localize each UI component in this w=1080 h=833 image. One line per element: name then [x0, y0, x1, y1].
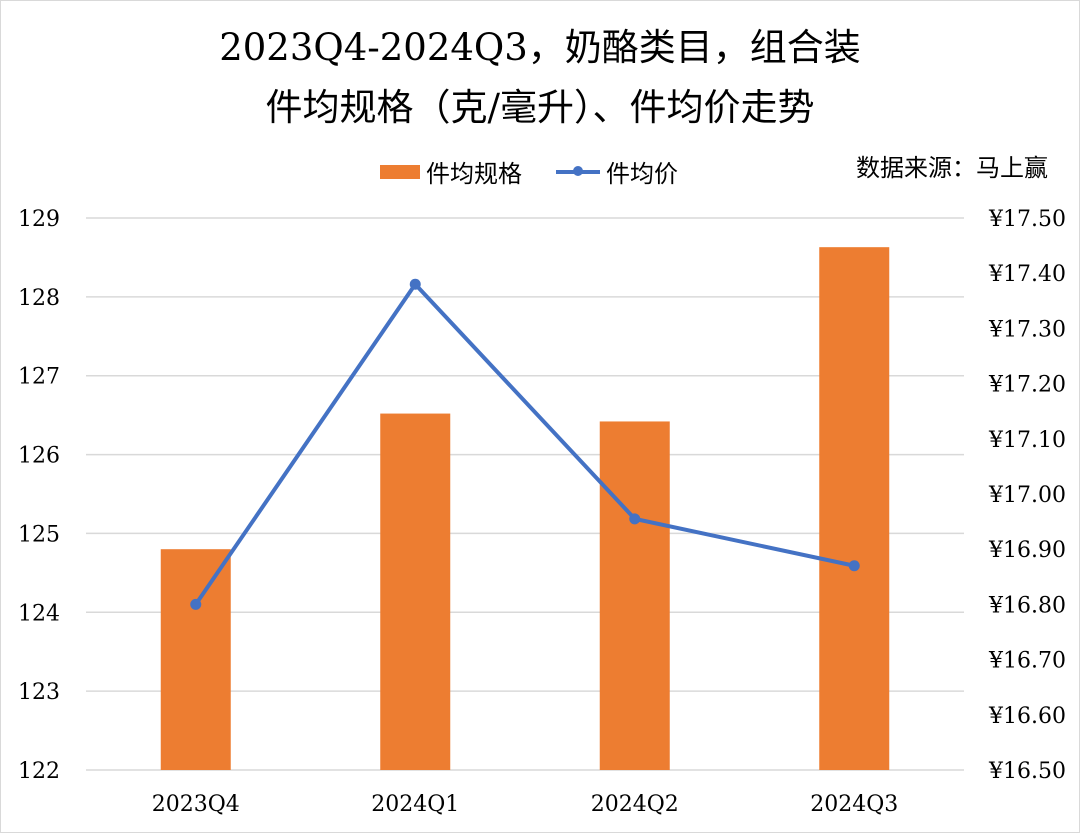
price-point	[629, 513, 641, 525]
y-right-tick-label: ¥17.40	[988, 262, 1066, 287]
y-left-tick-label: 122	[18, 759, 60, 784]
chart-title: 2023Q4-2024Q3，奶酪类目，组合装 件均规格（克/毫升）、件均价走势	[0, 18, 1080, 138]
x-tick-label: 2024Q1	[371, 792, 459, 817]
y-right-tick-label: ¥17.30	[988, 317, 1066, 342]
x-tick-label: 2024Q3	[810, 792, 898, 817]
price-line	[194, 282, 855, 606]
y-left-tick-label: 125	[18, 522, 60, 547]
axis-labels: 122 123 124 125 126 127 128 129 ¥16.50 ¥16.60 ¥16.…	[18, 207, 1066, 817]
y-right-tick-label: ¥16.70	[988, 649, 1066, 674]
legend-swatch-line	[556, 165, 600, 176]
legend-label-bar: 件均规格	[426, 160, 522, 188]
y-right-tick-label: ¥16.80	[988, 593, 1066, 618]
chart-title-line-2: 件均规格（克/毫升）、件均价走势	[265, 86, 815, 129]
y-right-tick-label: ¥17.00	[988, 483, 1066, 508]
y-right-tick-label: ¥17.10	[988, 428, 1066, 453]
bar	[380, 413, 451, 770]
y-right-tick-label: ¥16.50	[988, 759, 1066, 784]
price-point	[848, 560, 860, 572]
legend-swatch-bar	[380, 164, 420, 179]
x-tick-label: 2023Q4	[152, 792, 240, 817]
chart-legend: 件均规格 件均价	[380, 154, 678, 189]
y-left-tick-label: 124	[18, 601, 60, 626]
bar	[599, 421, 670, 770]
x-tick-label: 2024Q2	[591, 792, 679, 817]
gridlines	[86, 217, 964, 771]
y-right-tick-label: ¥16.90	[988, 538, 1066, 563]
bar	[819, 247, 890, 771]
y-right-tick-label: ¥17.50	[988, 207, 1066, 232]
bar	[160, 549, 231, 770]
y-right-tick-label: ¥17.20	[988, 373, 1066, 398]
y-left-tick-label: 123	[18, 680, 60, 705]
y-left-tick-label: 127	[18, 365, 60, 390]
source-note: 数据来源：马上赢	[856, 154, 1048, 182]
y-right-tick-label: ¥16.60	[988, 704, 1066, 729]
y-left-tick-label: 129	[18, 207, 60, 232]
y-left-tick-label: 126	[18, 444, 60, 469]
line-series	[190, 278, 860, 610]
price-point	[190, 598, 202, 610]
chart-title-line-1: 2023Q4-2024Q3，奶酪类目，组合装	[219, 26, 861, 69]
bar-series	[160, 247, 890, 771]
price-point	[409, 278, 421, 290]
legend-label-line: 件均价	[606, 160, 678, 188]
y-left-tick-label: 128	[18, 286, 60, 311]
